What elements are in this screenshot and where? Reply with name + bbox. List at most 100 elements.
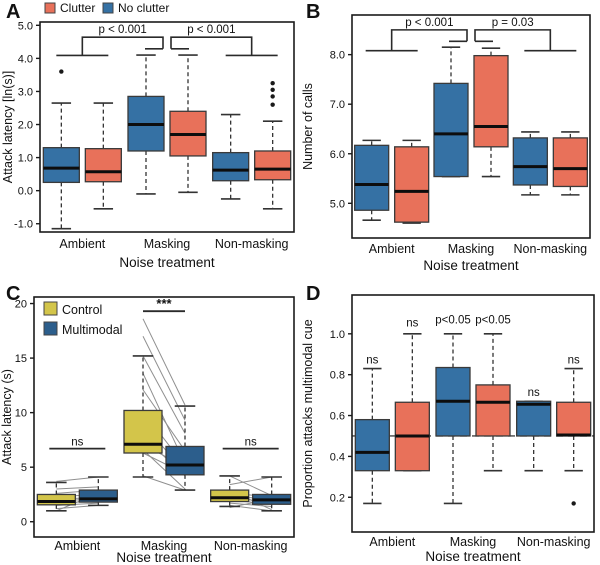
x-category-label: Masking bbox=[144, 237, 191, 251]
boxplot-box bbox=[516, 400, 552, 437]
panel-b-chart: 5.0 6.0 7.0 8.0 Number of calls Noise treatme… bbox=[301, 14, 591, 273]
y-tick-label: 0.4 bbox=[330, 451, 345, 463]
x-category-label: Non-masking bbox=[214, 539, 288, 553]
panel-c-label: C bbox=[6, 283, 21, 305]
y-tick-label: 3.0 bbox=[18, 86, 33, 98]
significance-bracket bbox=[474, 29, 577, 52]
boxplot-box bbox=[556, 401, 592, 437]
y-axis-title: Attack latency [ln(s)] bbox=[1, 71, 15, 184]
legend-label: Multimodal bbox=[62, 323, 122, 337]
panel-d-label: D bbox=[306, 283, 321, 305]
significance-label: ns bbox=[528, 387, 540, 399]
y-tick-label: 5.0 bbox=[330, 198, 345, 210]
y-tick-label: 7.0 bbox=[330, 99, 345, 111]
paired-line bbox=[142, 318, 186, 406]
legend-label: No clutter bbox=[118, 1, 169, 15]
x-axis-title: Noise treatment bbox=[119, 255, 215, 270]
boxplot-box bbox=[354, 144, 390, 211]
y-tick-label: 8.0 bbox=[330, 50, 345, 62]
y-tick-label: 4.0 bbox=[18, 53, 33, 65]
y-tick-label: 1.0 bbox=[330, 329, 345, 341]
paired-line bbox=[229, 502, 272, 507]
significance-bracket bbox=[365, 29, 468, 52]
boxplot-box bbox=[433, 82, 469, 178]
significance-bracket bbox=[170, 36, 278, 57]
y-axis-title: Number of calls bbox=[301, 83, 315, 170]
boxplot-box bbox=[210, 489, 250, 503]
x-category-label: Ambient bbox=[369, 242, 415, 256]
y-tick-label: 6.0 bbox=[330, 149, 345, 161]
legend-swatch bbox=[44, 2, 56, 14]
boxplot-box bbox=[123, 409, 163, 454]
outlier-point bbox=[270, 94, 275, 99]
significance-label: ns bbox=[568, 354, 580, 366]
legend-swatch bbox=[102, 2, 114, 14]
y-tick-label: 5 bbox=[21, 462, 27, 474]
significance-label: p < 0.001 bbox=[405, 17, 453, 29]
x-category-label: Non-masking bbox=[514, 242, 588, 256]
legend-label: Clutter bbox=[60, 1, 95, 15]
y-tick-label: 5.0 bbox=[18, 20, 33, 32]
outlier-point bbox=[270, 87, 275, 92]
y-tick-label: 0.8 bbox=[330, 370, 345, 382]
significance-bracket bbox=[56, 36, 164, 57]
y-tick-label: -1.0 bbox=[14, 219, 33, 231]
outlier-point bbox=[571, 501, 576, 506]
x-axis-title: Noise treatment bbox=[423, 258, 519, 273]
panel-b-label: B bbox=[306, 1, 321, 23]
paired-line bbox=[142, 389, 186, 452]
legend-swatch bbox=[43, 321, 58, 336]
y-tick-label: 10 bbox=[15, 408, 27, 420]
boxplot-box bbox=[394, 146, 430, 223]
boxplot-box bbox=[473, 54, 509, 148]
boxplot-box bbox=[354, 418, 390, 472]
x-category-label: Non-masking bbox=[517, 535, 591, 549]
x-category-label: Masking bbox=[450, 535, 497, 549]
outlier-point bbox=[270, 80, 275, 86]
paired-line bbox=[142, 355, 186, 434]
y-tick-label: 0.2 bbox=[330, 492, 345, 504]
x-axis-title: Noise treatment bbox=[116, 550, 212, 565]
boxplot-box bbox=[212, 151, 250, 182]
paired-line bbox=[56, 486, 99, 490]
panel-a-chart: -1.0 0.0 1.0 2.0 3.0 4.0 5.0 Attack latency [ln… bbox=[1, 1, 295, 270]
significance-label: p<0.05 bbox=[435, 315, 471, 327]
significance-label: p < 0.001 bbox=[187, 24, 235, 36]
significance-label: ns bbox=[245, 437, 257, 449]
legend-label: Control bbox=[62, 303, 102, 317]
x-category-label: Masking bbox=[448, 242, 495, 256]
y-tick-label: 0 bbox=[21, 517, 27, 529]
significance-label: ns bbox=[71, 437, 83, 449]
boxplot-box bbox=[36, 493, 76, 506]
significance-label: *** bbox=[156, 296, 172, 311]
outlier-point bbox=[59, 69, 64, 74]
significance-label: p<0.05 bbox=[475, 315, 511, 327]
outlier-point bbox=[270, 102, 275, 107]
paired-line bbox=[229, 475, 272, 496]
y-tick-label: 0.0 bbox=[18, 186, 33, 198]
y-tick-label: 0.6 bbox=[330, 411, 345, 423]
boxplot-box bbox=[512, 137, 548, 186]
y-tick-label: 20 bbox=[15, 299, 27, 311]
panel-c-chart: 0 5 10 15 20 Attack latency (s) Noise treatmen… bbox=[0, 296, 295, 565]
plot-frame bbox=[351, 294, 595, 533]
paired-line bbox=[229, 476, 272, 486]
panel-d-chart: 0.2 0.4 0.6 0.8 1.0 Proportion attacks multim… bbox=[301, 294, 595, 564]
x-category-label: Non-masking bbox=[215, 237, 289, 251]
y-tick-label: 15 bbox=[15, 353, 27, 365]
x-axis-title: Noise treatment bbox=[425, 549, 521, 564]
y-tick-label: 2.0 bbox=[18, 120, 33, 132]
significance-label: ns bbox=[406, 318, 418, 330]
boxplot-box bbox=[42, 147, 80, 184]
plot-frame bbox=[39, 21, 295, 233]
plot-frame bbox=[351, 14, 591, 239]
panel-a-label: A bbox=[6, 1, 21, 23]
boxplot-box bbox=[165, 445, 205, 476]
significance-label: ns bbox=[366, 354, 378, 366]
x-category-label: Ambient bbox=[54, 539, 100, 553]
y-axis-title: Proportion attacks multimodal cue bbox=[301, 319, 315, 507]
paired-line bbox=[142, 475, 186, 491]
boxplot-box bbox=[552, 137, 588, 188]
significance-label: p < 0.001 bbox=[99, 24, 147, 36]
